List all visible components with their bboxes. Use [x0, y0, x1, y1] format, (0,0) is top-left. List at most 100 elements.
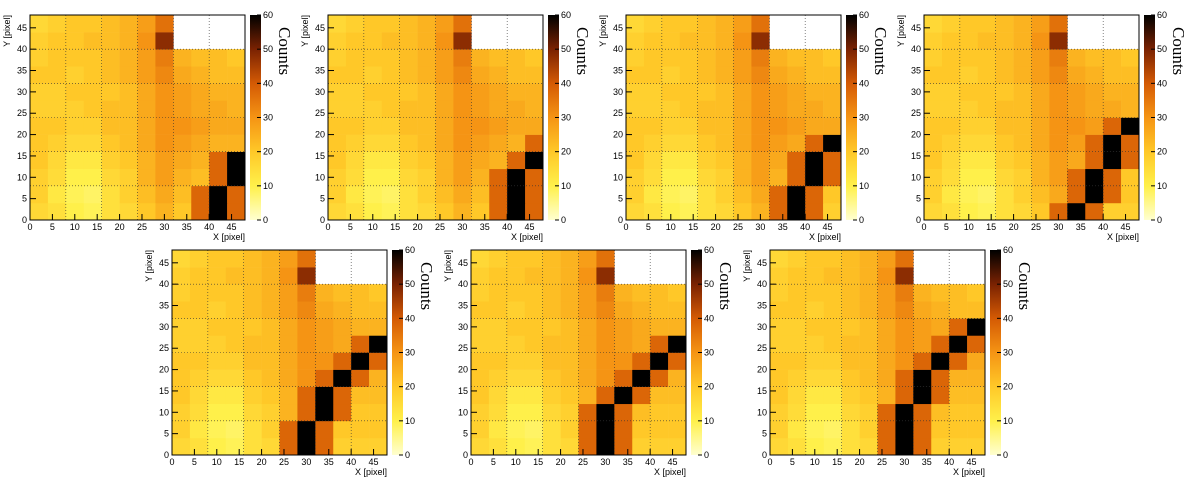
heatmap-cell: [931, 301, 950, 319]
heatmap-cell: [227, 185, 246, 204]
heatmap-cell: [345, 151, 365, 170]
heatmap-cell: [859, 250, 878, 268]
x-tick-label: 10: [810, 457, 820, 467]
heatmap-cell: [679, 32, 698, 50]
heatmap-cell: [733, 151, 752, 170]
heatmap-cell: [189, 318, 209, 336]
heatmap-cell: [137, 83, 156, 101]
heatmap-cell: [435, 168, 454, 187]
heatmap-cell: [967, 301, 986, 319]
heatmap-cell: [977, 83, 996, 101]
color-bar-tick-label: 40: [1003, 313, 1013, 323]
heatmap-cell: [189, 267, 209, 285]
heatmap-cell: [1049, 83, 1068, 101]
heatmap-cell: [1013, 83, 1032, 101]
heatmap-cell: [877, 335, 896, 353]
heatmap-cell: [297, 403, 316, 422]
color-bar: [846, 15, 857, 220]
x-tick-label: 25: [578, 457, 588, 467]
heatmap-cell: [1085, 134, 1104, 152]
color-bar: [1144, 15, 1155, 220]
heatmap-cell: [715, 49, 734, 67]
heatmap-cell: [471, 284, 490, 302]
heatmap-cell: [524, 386, 543, 405]
heatmap-cell: [471, 66, 490, 84]
heatmap-cell: [1067, 49, 1086, 67]
heatmap-cell: [524, 318, 543, 336]
heatmap-cell: [959, 49, 979, 67]
heatmap-cell: [227, 49, 246, 67]
heatmap-cell: [506, 250, 526, 268]
x-tick-label: 30: [457, 222, 467, 232]
heatmap-cell: [661, 66, 681, 84]
heatmap-cell: [381, 117, 400, 135]
x-tick-label: 45: [525, 222, 535, 232]
y-tick-label: 0: [22, 215, 27, 225]
heatmap-cell: [209, 117, 228, 135]
heatmap-cell: [101, 168, 120, 187]
heatmap-cell: [524, 284, 543, 302]
heatmap-cell: [632, 437, 651, 456]
heatmap-cell: [207, 386, 227, 405]
heatmap-cell: [1103, 185, 1122, 204]
heatmap-cell: [30, 151, 49, 170]
heatmap-cell: [488, 386, 508, 405]
heatmap-cell: [924, 151, 943, 170]
x-tick-label: 40: [502, 222, 512, 232]
heatmap-cell: [173, 151, 192, 170]
heatmap-cell: [243, 352, 262, 370]
x-tick-label: 30: [600, 457, 610, 467]
heatmap-cell: [351, 420, 370, 439]
y-tick-label: 35: [613, 66, 623, 76]
heatmap-cell: [488, 437, 508, 456]
heatmap-cell: [1013, 168, 1032, 187]
color-bar-tick-label: 50: [1157, 44, 1167, 54]
color-bar-tick-label: 20: [1003, 382, 1013, 392]
heatmap-cell: [560, 352, 579, 370]
heatmap-cell: [488, 250, 508, 268]
heatmap-cell: [506, 318, 526, 336]
heatmap-cell: [209, 185, 228, 204]
heatmap-cell: [225, 420, 244, 439]
heatmap-cell: [363, 32, 383, 50]
heatmap-cell: [841, 335, 860, 353]
heatmap-cell: [1031, 15, 1050, 33]
color-bar-tick-label: 60: [859, 10, 869, 20]
heatmap-cell: [315, 335, 334, 353]
heatmap-cell: [261, 352, 280, 370]
heatmap-cell: [1031, 83, 1050, 101]
color-bar-tick-label: 10: [1003, 416, 1013, 426]
heatmap-cell: [506, 403, 526, 422]
x-tick-label: 35: [182, 222, 192, 232]
y-tick-label: 30: [911, 87, 921, 97]
heatmap-cell: [155, 134, 174, 152]
heatmap-cell: [823, 335, 842, 353]
heatmap-cell: [101, 32, 120, 50]
heatmap-cell: [560, 437, 579, 456]
heatmap-cell: [417, 202, 436, 221]
y-tick-label: 40: [911, 44, 921, 54]
heatmap-cell: [137, 117, 156, 135]
y-tick-label: 45: [159, 258, 169, 268]
heatmap-cell: [679, 66, 698, 84]
heatmap-cell: [345, 49, 365, 67]
y-tick-label: 20: [613, 130, 623, 140]
heatmap-cell: [1031, 49, 1050, 67]
heatmap-cell: [643, 185, 663, 204]
heatmap-cell: [995, 83, 1014, 101]
heatmap-cell: [578, 352, 597, 370]
heatmap-cell: [661, 168, 681, 187]
heatmap-cell: [1031, 151, 1050, 170]
heatmap-cell: [805, 369, 825, 387]
heatmap-cell: [697, 117, 716, 135]
heatmap-cell: [189, 403, 209, 422]
y-tick-label: 10: [757, 407, 767, 417]
heatmap-cell: [435, 117, 454, 135]
color-bar-tick-label: 50: [405, 279, 415, 289]
plot-frame: [470, 249, 687, 456]
x-tick-label: 15: [234, 457, 244, 467]
y-axis-label: Y [pixel]: [300, 15, 310, 47]
heatmap-cell: [243, 335, 262, 353]
heatmap-cell: [995, 15, 1014, 33]
